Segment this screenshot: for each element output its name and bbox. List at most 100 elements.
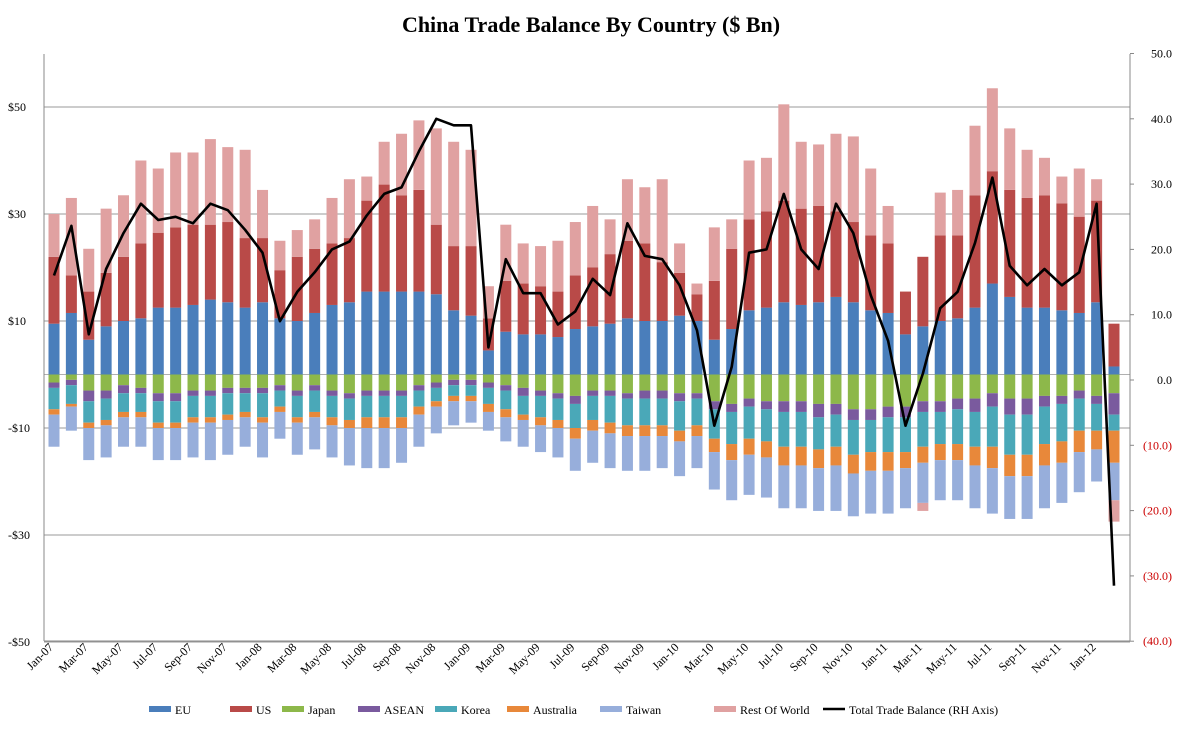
bar-eu (1038, 307, 1050, 375)
x-tick-label: Mar-09 (473, 640, 508, 675)
x-tick-label: Jul-09 (546, 640, 577, 671)
legend-label: Korea (461, 703, 491, 717)
bar-eu (430, 294, 442, 375)
bar-rest-of-world (969, 125, 981, 196)
bar-eu (917, 326, 929, 375)
bar-asean (482, 382, 494, 388)
bar-asean (952, 398, 964, 410)
bar-us (1038, 195, 1050, 308)
x-tick-label: Jan-11 (858, 640, 890, 672)
bar-asean (986, 393, 998, 407)
bar-taiwan (448, 401, 460, 426)
bar-eu (309, 312, 321, 375)
bar-taiwan (170, 428, 182, 461)
bar-japan (917, 374, 929, 402)
bar-australia (1108, 430, 1120, 463)
bar-taiwan (986, 468, 998, 514)
bar-taiwan (552, 428, 564, 458)
bar-japan (274, 374, 286, 386)
bar-australia (257, 417, 269, 423)
bar-rest-of-world (882, 205, 894, 244)
bar-eu (587, 326, 599, 375)
bar-japan (413, 374, 425, 386)
bar-asean (552, 393, 564, 399)
bar-taiwan (239, 417, 251, 447)
bar-asean (604, 390, 616, 396)
bar-japan (65, 374, 77, 380)
bar-eu (204, 299, 216, 375)
bar-australia (847, 454, 859, 474)
x-tick-label: Nov-09 (611, 640, 647, 676)
bar-australia (1004, 454, 1016, 477)
bar-asean (500, 385, 512, 391)
bar-australia (500, 409, 512, 418)
bar-japan (152, 374, 164, 394)
bar-korea (378, 395, 390, 418)
bar-eu (795, 304, 807, 375)
bar-taiwan (274, 411, 286, 439)
bar-eu (239, 307, 251, 375)
x-tick-label: May-07 (89, 640, 126, 677)
bar-korea (813, 417, 825, 450)
bar-japan (396, 374, 408, 391)
bar-australia (865, 452, 877, 471)
bar-korea (743, 406, 755, 439)
bar-taiwan (847, 473, 859, 517)
bar-taiwan (604, 433, 616, 469)
bar-australia (361, 417, 373, 428)
bar-us (674, 272, 686, 316)
bar-taiwan (726, 460, 738, 501)
bar-taiwan (952, 460, 964, 501)
bar-australia (708, 438, 720, 453)
bar-rest-of-world (170, 152, 182, 228)
bars (48, 88, 1120, 522)
bar-asean (448, 379, 460, 386)
bar-korea (952, 409, 964, 445)
bar-korea (83, 401, 95, 423)
bar-rest-of-world (274, 240, 286, 271)
bar-taiwan (65, 406, 77, 431)
bar-asean (1073, 390, 1085, 399)
bar-rest-of-world (1073, 168, 1085, 217)
bar-taiwan (222, 419, 234, 455)
bar-taiwan (118, 417, 130, 447)
bar-us (152, 232, 164, 308)
bar-eu (899, 334, 911, 375)
bar-taiwan (1021, 476, 1033, 519)
bar-korea (343, 398, 355, 420)
right-tick-label: 20.0 (1151, 242, 1172, 256)
bar-korea (257, 393, 269, 418)
bar-australia (448, 395, 460, 402)
bar-rest-of-world (118, 195, 130, 257)
bar-eu (813, 302, 825, 375)
bar-australia (396, 417, 408, 428)
bar-korea (291, 395, 303, 418)
legend-label: Rest Of World (740, 703, 809, 717)
bar-rest-of-world (222, 147, 234, 223)
bar-eu (1021, 307, 1033, 375)
bar-australia (291, 417, 303, 423)
bar-rest-of-world (535, 246, 547, 287)
bar-eu (952, 318, 964, 375)
bar-us (1091, 200, 1103, 303)
bar-eu (847, 302, 859, 375)
bar-taiwan (1004, 476, 1016, 519)
right-tick-label: (20.0) (1143, 504, 1172, 518)
bar-taiwan (969, 465, 981, 509)
bar-korea (1056, 403, 1068, 442)
bar-australia (65, 403, 77, 407)
bar-rest-of-world (361, 176, 373, 201)
legend-label: Total Trade Balance (RH Axis) (849, 703, 998, 717)
bar-australia (587, 419, 599, 431)
bar-australia (413, 406, 425, 415)
bar-australia (274, 406, 286, 412)
legend-swatch (358, 706, 380, 712)
bar-taiwan (813, 468, 825, 511)
x-tick-label: Jul-07 (129, 640, 160, 671)
bar-rest-of-world (1056, 176, 1068, 204)
bar-rest-of-world (413, 120, 425, 190)
bar-asean (1056, 395, 1068, 404)
bar-japan (430, 374, 442, 383)
legend-swatch (149, 706, 171, 712)
bar-eu (291, 321, 303, 375)
